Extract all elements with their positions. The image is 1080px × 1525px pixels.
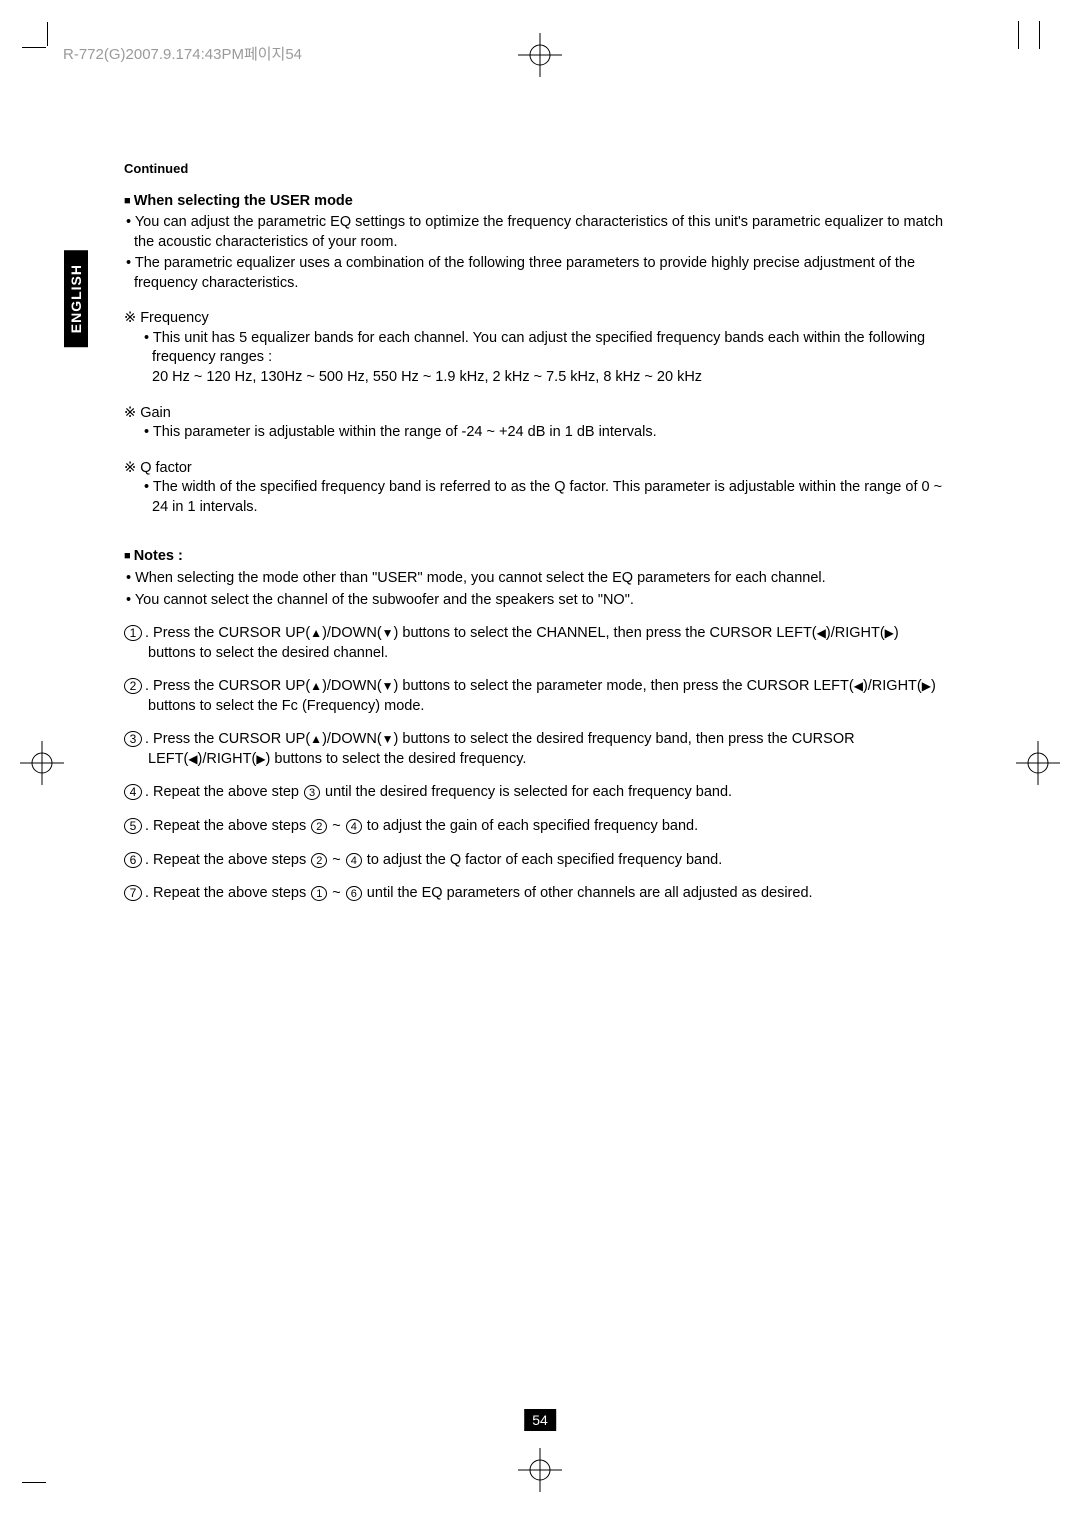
page-content: Continued When selecting the USER mode Y… <box>124 160 944 904</box>
registration-mark-bottom <box>518 1448 562 1492</box>
registration-mark-right <box>1016 741 1060 785</box>
notes-block: Notes : When selecting the mode other th… <box>124 547 944 610</box>
param-label-qfactor: Q factor <box>124 459 944 479</box>
body-text: You cannot select the channel of the sub… <box>124 591 944 611</box>
crop-mark <box>22 1482 46 1483</box>
section-title-user-mode: When selecting the USER mode <box>124 192 944 212</box>
notes-title: Notes : <box>124 547 944 567</box>
step-1: 1. Press the CURSOR UP(▲)/DOWN(▼) button… <box>124 624 944 663</box>
registration-mark-top <box>518 33 562 77</box>
crop-mark <box>22 47 46 48</box>
step-6: 6. Repeat the above steps 2 ~ 4 to adjus… <box>124 851 944 871</box>
body-text: 20 Hz ~ 120 Hz, 130Hz ~ 500 Hz, 550 Hz ~… <box>124 368 944 388</box>
step-5: 5. Repeat the above steps 2 ~ 4 to adjus… <box>124 817 944 837</box>
param-label-gain: Gain <box>124 404 944 424</box>
crop-mark <box>47 22 48 46</box>
body-text: This unit has 5 equalizer bands for each… <box>124 329 944 368</box>
frequency-block: Frequency This unit has 5 equalizer band… <box>124 309 944 387</box>
language-tab: ENGLISH <box>64 250 88 347</box>
body-text: The width of the specified frequency ban… <box>124 478 944 517</box>
registration-mark-left <box>20 741 64 785</box>
param-label-frequency: Frequency <box>124 309 944 329</box>
step-4: 4. Repeat the above step 3 until the des… <box>124 783 944 803</box>
body-text: This parameter is adjustable within the … <box>124 423 944 443</box>
crop-mark <box>1018 21 1019 49</box>
body-text: You can adjust the parametric EQ setting… <box>124 213 944 252</box>
qfactor-block: Q factor The width of the specified freq… <box>124 459 944 518</box>
body-text: The parametric equalizer uses a combinat… <box>124 254 944 293</box>
gain-block: Gain This parameter is adjustable within… <box>124 404 944 443</box>
page-number: 54 <box>524 1409 556 1431</box>
step-3: 3. Press the CURSOR UP(▲)/DOWN(▼) button… <box>124 730 944 769</box>
continued-label: Continued <box>124 160 944 178</box>
step-7: 7. Repeat the above steps 1 ~ 6 until th… <box>124 884 944 904</box>
prepress-header: R-772(G)2007.9.174:43PM페이지54 <box>63 43 302 64</box>
steps-block: 1. Press the CURSOR UP(▲)/DOWN(▼) button… <box>124 624 944 904</box>
step-2: 2. Press the CURSOR UP(▲)/DOWN(▼) button… <box>124 677 944 716</box>
body-text: When selecting the mode other than "USER… <box>124 569 944 589</box>
crop-mark <box>1039 21 1040 49</box>
